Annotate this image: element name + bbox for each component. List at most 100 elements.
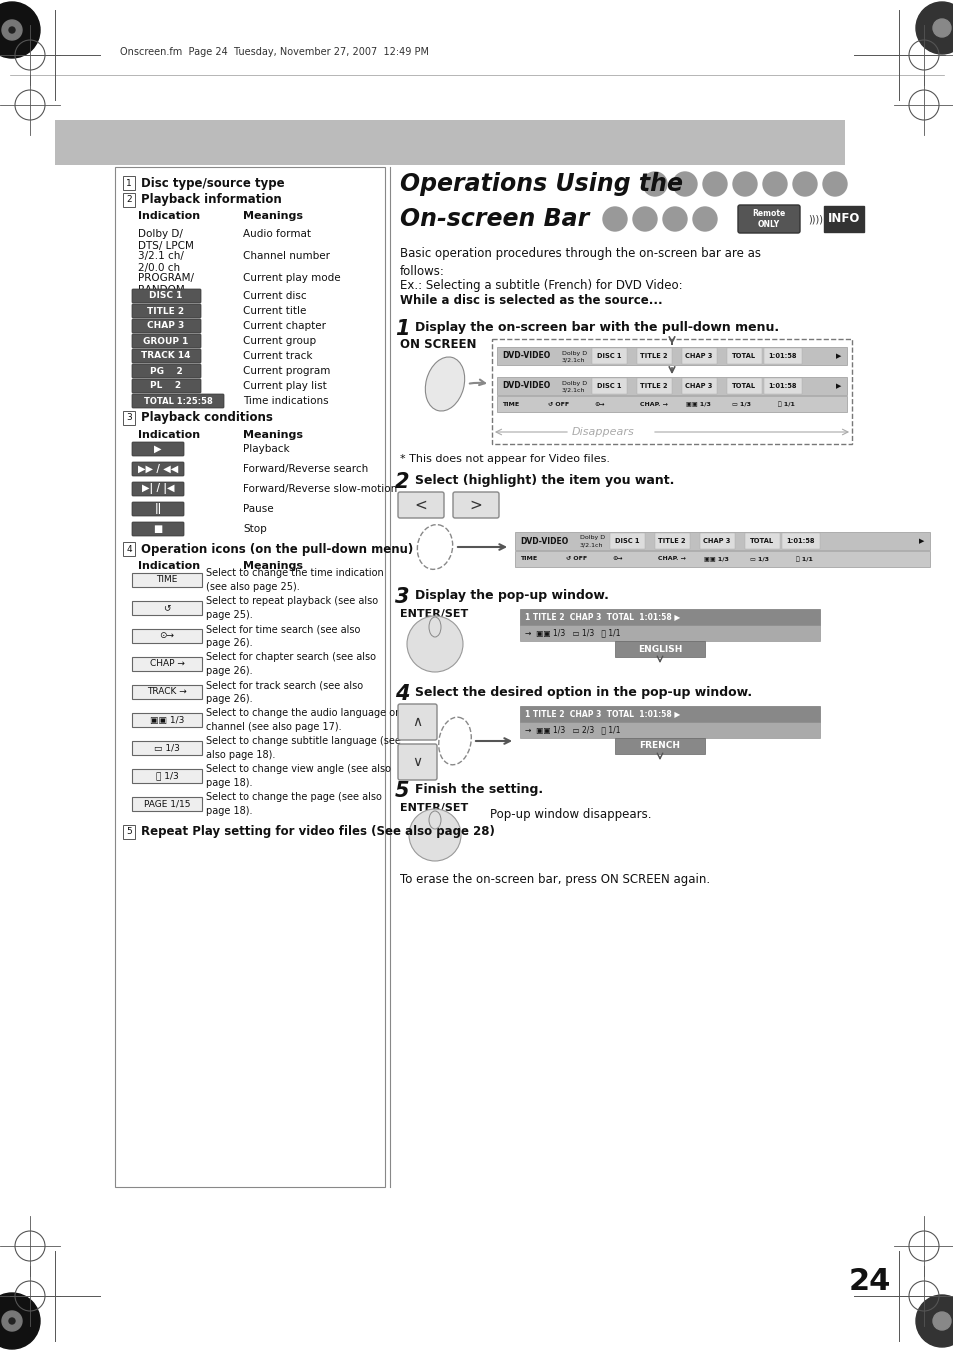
Text: INFO: INFO [827, 212, 860, 226]
Text: CHAP 3: CHAP 3 [147, 322, 185, 331]
FancyBboxPatch shape [122, 411, 135, 424]
Text: Select for time search (see also
page 26).: Select for time search (see also page 26… [206, 624, 360, 647]
Circle shape [915, 1296, 953, 1347]
Text: 5: 5 [395, 781, 409, 801]
Text: ⊙→: ⊙→ [612, 557, 622, 562]
Text: Meanings: Meanings [243, 211, 303, 222]
Text: DISC 1: DISC 1 [597, 353, 620, 359]
Text: DVD-VIDEO: DVD-VIDEO [519, 536, 568, 546]
Bar [492, 339, 851, 444]
FancyBboxPatch shape [132, 601, 202, 615]
Text: 1:01:58: 1:01:58 [786, 538, 815, 544]
Text: Select (highlight) the item you want.: Select (highlight) the item you want. [415, 474, 674, 486]
FancyBboxPatch shape [453, 492, 498, 517]
Bar [655, 534, 689, 549]
FancyBboxPatch shape [397, 704, 436, 740]
Text: ▭ 1/3: ▭ 1/3 [731, 401, 750, 407]
Text: Display the on-screen bar with the pull-down menu.: Display the on-screen bar with the pull-… [415, 322, 779, 334]
Text: ▶: ▶ [919, 538, 923, 544]
Text: Select for track search (see also
page 26).: Select for track search (see also page 2… [206, 681, 363, 704]
Text: CHAP →: CHAP → [150, 659, 184, 669]
Circle shape [2, 1310, 22, 1331]
Circle shape [407, 616, 462, 671]
Text: 1:01:58: 1:01:58 [768, 353, 797, 359]
Text: Select to change view angle (see also
page 18).: Select to change view angle (see also pa… [206, 765, 391, 788]
FancyBboxPatch shape [132, 482, 184, 496]
Text: ▶▶ / ◀◀: ▶▶ / ◀◀ [138, 463, 178, 474]
Text: ▶| / |◀: ▶| / |◀ [142, 484, 174, 494]
Text: ⛶ 1/3: ⛶ 1/3 [155, 771, 178, 781]
FancyBboxPatch shape [132, 503, 184, 516]
Text: Pause: Pause [243, 504, 274, 513]
FancyBboxPatch shape [132, 289, 201, 303]
FancyBboxPatch shape [132, 442, 184, 457]
Text: Audio format: Audio format [243, 230, 311, 239]
Text: TOTAL: TOTAL [731, 382, 756, 389]
FancyBboxPatch shape [132, 363, 201, 378]
Circle shape [762, 172, 786, 196]
Circle shape [0, 1293, 40, 1350]
FancyBboxPatch shape [132, 657, 202, 671]
Text: DISC 1: DISC 1 [150, 292, 182, 300]
Text: Current chapter: Current chapter [243, 322, 326, 331]
Text: CHAP. →: CHAP. → [639, 401, 667, 407]
Bar [681, 378, 717, 394]
Text: Display the pop-up window.: Display the pop-up window. [415, 589, 608, 603]
Text: Playback information: Playback information [141, 193, 281, 207]
Text: →  ▣▣ 1/3   ▭ 1/3   ⛶ 1/1: → ▣▣ 1/3 ▭ 1/3 ⛶ 1/1 [524, 628, 619, 638]
Circle shape [702, 172, 726, 196]
Text: Playback: Playback [243, 444, 290, 454]
Bar [519, 626, 820, 640]
Bar [781, 534, 820, 549]
Text: On-screen Bar: On-screen Bar [399, 207, 589, 231]
Text: 3/2.1ch: 3/2.1ch [561, 388, 585, 393]
FancyBboxPatch shape [132, 797, 202, 811]
Text: TIME: TIME [501, 401, 518, 407]
Circle shape [2, 20, 22, 41]
Text: TOTAL: TOTAL [731, 353, 756, 359]
Text: ▶: ▶ [836, 353, 841, 359]
Bar [115, 168, 385, 1188]
Text: ▣▣ 1/3: ▣▣ 1/3 [703, 557, 728, 562]
Text: Current play list: Current play list [243, 381, 327, 390]
Circle shape [9, 27, 15, 32]
Text: 3: 3 [126, 413, 132, 423]
Text: FRENCH: FRENCH [639, 742, 679, 751]
Bar [681, 349, 717, 363]
Text: CHAP 3: CHAP 3 [684, 353, 712, 359]
Bar [726, 349, 761, 363]
Text: Forward/Reverse search: Forward/Reverse search [243, 463, 368, 474]
Text: TITLE 2: TITLE 2 [658, 538, 685, 544]
FancyBboxPatch shape [132, 349, 201, 363]
Circle shape [0, 1, 40, 58]
Text: ▣▣ 1/3: ▣▣ 1/3 [150, 716, 184, 724]
Bar [744, 534, 780, 549]
Text: * This does not appear for Video files.: * This does not appear for Video files. [399, 454, 609, 463]
FancyBboxPatch shape [823, 205, 863, 232]
Ellipse shape [425, 357, 464, 411]
Text: DVD-VIDEO: DVD-VIDEO [501, 351, 550, 361]
Bar [637, 349, 671, 363]
Text: )))): )))) [807, 213, 822, 224]
FancyBboxPatch shape [122, 824, 135, 839]
Text: Indication: Indication [138, 430, 200, 440]
Text: ⛶ 1/1: ⛶ 1/1 [778, 401, 794, 407]
Text: Ex.: Selecting a subtitle (French) for DVD Video:: Ex.: Selecting a subtitle (French) for D… [399, 280, 682, 292]
Text: Dolby D: Dolby D [561, 350, 586, 355]
Bar [592, 378, 626, 394]
Text: ON SCREEN: ON SCREEN [399, 338, 476, 350]
Text: 4: 4 [395, 684, 409, 704]
FancyBboxPatch shape [122, 192, 135, 207]
Text: Current title: Current title [243, 305, 306, 316]
Text: PAGE 1/15: PAGE 1/15 [144, 800, 190, 808]
Text: ▣▣ 1/3: ▣▣ 1/3 [685, 401, 710, 407]
Text: Select to change subtitle language (see
also page 18).: Select to change subtitle language (see … [206, 736, 400, 759]
Text: ↺ OFF: ↺ OFF [565, 557, 586, 562]
Text: ▶: ▶ [154, 444, 162, 454]
Text: Current disc: Current disc [243, 290, 306, 301]
Text: Basic operation procedures through the on-screen bar are as
follows:: Basic operation procedures through the o… [399, 247, 760, 278]
Text: Indication: Indication [138, 561, 200, 571]
Text: PROGRAM/
RANDOM: PROGRAM/ RANDOM [138, 273, 193, 295]
Text: TOTAL: TOTAL [749, 538, 773, 544]
Text: GROUP 1: GROUP 1 [143, 336, 189, 346]
